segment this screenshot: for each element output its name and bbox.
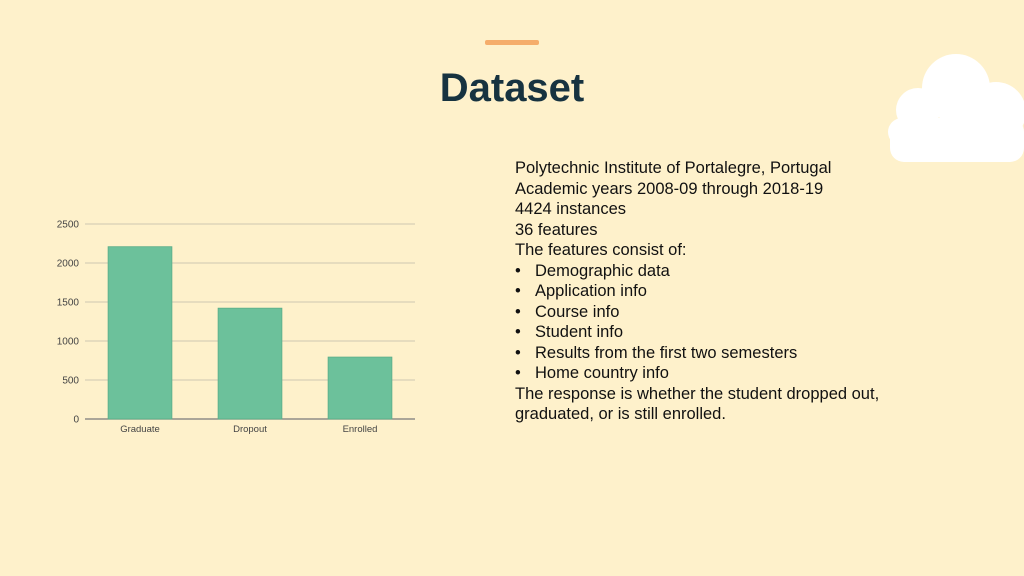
dataset-description: Polytechnic Institute of Portalegre, Por… bbox=[515, 158, 955, 425]
feature-list-item: • Application info bbox=[515, 281, 955, 302]
x-tick-label: Graduate bbox=[120, 424, 160, 435]
y-tick-label: 0 bbox=[73, 415, 79, 426]
bar-dropout bbox=[217, 307, 283, 420]
chart-y-ticks: 0 500 1000 1500 2000 2500 bbox=[57, 220, 80, 426]
feature-label: Course info bbox=[535, 302, 620, 321]
description-line: Academic years 2008-09 through 2018-19 bbox=[515, 179, 824, 198]
bar-graduate bbox=[107, 246, 173, 420]
y-tick-label: 500 bbox=[62, 376, 79, 387]
description-line: 36 features bbox=[515, 220, 598, 239]
feature-list-item: • Course info bbox=[515, 302, 955, 323]
feature-list-item: • Demographic data bbox=[515, 261, 955, 282]
feature-list: • Demographic data • Application info • Cou… bbox=[515, 261, 955, 384]
y-tick-label: 1000 bbox=[57, 337, 80, 348]
chart-bars bbox=[107, 246, 393, 420]
description-line: 4424 instances bbox=[515, 200, 626, 218]
description-line: Polytechnic Institute of Portalegre, Por… bbox=[515, 159, 832, 177]
bullet-icon: • bbox=[515, 364, 521, 382]
feature-label: Results from the first two semesters bbox=[535, 343, 798, 362]
bullet-icon: • bbox=[515, 323, 521, 341]
response-description: The response is whether the student drop… bbox=[515, 384, 880, 424]
bullet-icon: • bbox=[515, 282, 521, 300]
y-tick-label: 2500 bbox=[57, 220, 80, 231]
y-tick-label: 2000 bbox=[57, 259, 80, 270]
bullet-icon: • bbox=[515, 302, 521, 321]
x-tick-label: Enrolled bbox=[343, 424, 378, 435]
slide-title: Dataset bbox=[439, 66, 585, 110]
feature-label: Demographic data bbox=[535, 261, 670, 280]
chart-x-ticks: Graduate Dropout Enrolled bbox=[120, 424, 377, 435]
cloud-decoration bbox=[888, 54, 1024, 162]
bullet-icon: • bbox=[515, 343, 521, 362]
x-tick-label: Dropout bbox=[233, 424, 267, 435]
feature-label: Home country info bbox=[535, 364, 669, 382]
y-tick-label: 1500 bbox=[57, 298, 80, 309]
feature-list-item: • Student info bbox=[515, 322, 955, 343]
bullet-icon: • bbox=[515, 261, 521, 280]
feature-list-item: • Home country info bbox=[515, 363, 955, 384]
feature-label: Application info bbox=[535, 282, 647, 300]
feature-list-item: • Results from the first two semesters bbox=[515, 343, 955, 364]
bar-chart: 0 500 1000 1500 2000 2500 Graduate Dropout Enro… bbox=[57, 220, 415, 435]
title-accent-bar bbox=[485, 40, 539, 45]
feature-label: Student info bbox=[535, 323, 624, 341]
bar-enrolled bbox=[327, 356, 393, 420]
description-line: The features consist of: bbox=[515, 241, 687, 259]
